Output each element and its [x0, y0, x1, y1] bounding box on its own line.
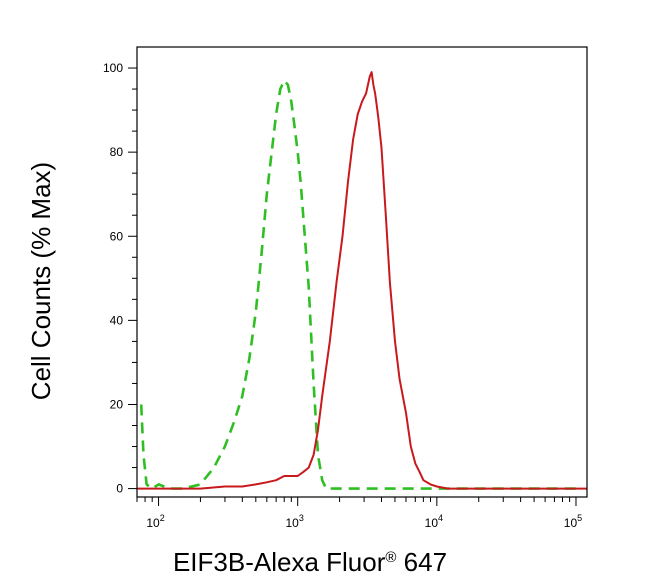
x-tick-label: 105 — [564, 513, 582, 530]
y-tick-label: 20 — [110, 397, 124, 411]
y-tick-label: 80 — [110, 145, 124, 159]
x-tick-label: 104 — [425, 513, 443, 530]
series-line-1 — [139, 79, 576, 490]
x-tick-label-base: 10 — [564, 516, 578, 530]
x-tick-label-base: 10 — [286, 516, 300, 530]
y-tick-label: 100 — [103, 61, 123, 75]
y-tick-label: 60 — [110, 229, 124, 243]
x-tick-label: 103 — [286, 513, 304, 530]
x-tick-label-exponent: 5 — [577, 513, 582, 523]
x-axis-title-suffix: 647 — [396, 547, 447, 577]
x-axis-title: EIF3B-Alexa Fluor® 647 — [173, 547, 447, 577]
x-axis-ticks: 102 103 104 105 — [136, 497, 582, 530]
plot-frame — [136, 46, 588, 498]
x-tick-label-exponent: 2 — [160, 513, 165, 523]
series-line-2 — [137, 71, 587, 490]
y-axis-title: Cell Counts (% Max) — [26, 162, 56, 400]
x-tick-label-exponent: 3 — [299, 513, 304, 523]
x-tick-label-base: 10 — [425, 516, 439, 530]
y-tick-label: 40 — [110, 313, 124, 327]
x-tick-label-base: 10 — [146, 516, 160, 530]
x-axis-title-registered-mark: ® — [385, 549, 396, 566]
series-layer — [137, 71, 587, 490]
y-axis-ticks: 0 20 40 60 80 100 — [103, 61, 137, 496]
x-axis-title-text: EIF3B-Alexa Fluor — [173, 547, 386, 577]
x-tick-label: 102 — [146, 513, 164, 530]
x-tick-label-exponent: 4 — [438, 513, 443, 523]
y-tick-label: 0 — [116, 482, 123, 496]
